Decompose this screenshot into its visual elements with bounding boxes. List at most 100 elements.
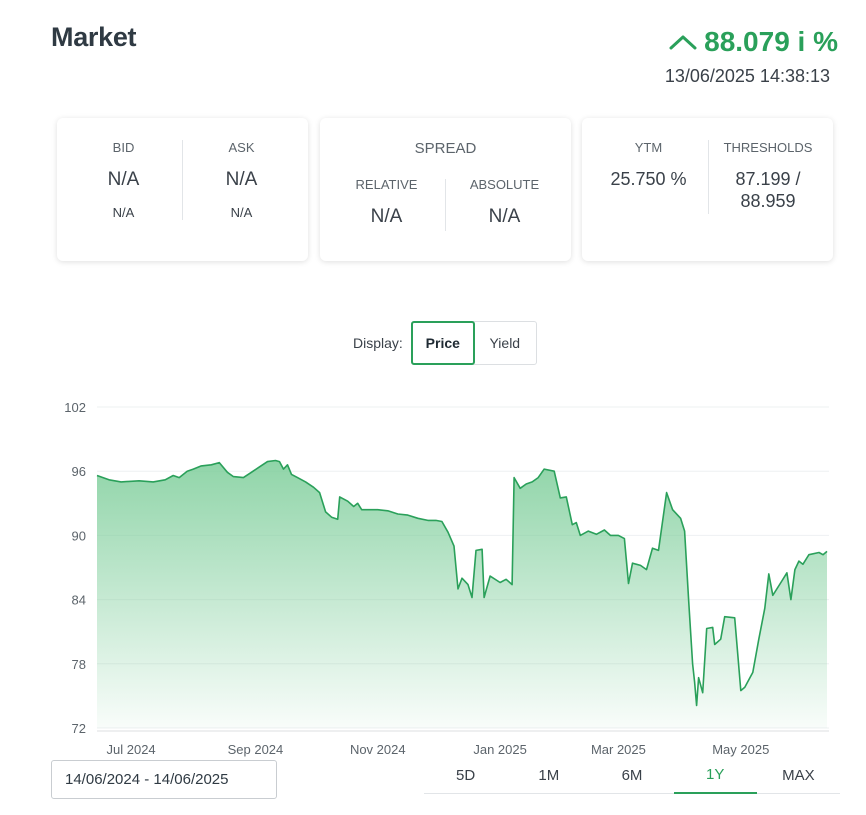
price-timestamp: 13/06/2025 14:38:13 — [664, 66, 830, 86]
data-point — [387, 510, 388, 511]
data-point — [680, 518, 681, 519]
current-price: 88.079 i % — [704, 26, 838, 57]
data-point — [447, 532, 448, 533]
y-tick-label: 84 — [72, 593, 86, 608]
data-point — [96, 475, 97, 476]
y-tick-label: 102 — [64, 400, 86, 415]
data-point — [790, 599, 791, 600]
data-point — [688, 599, 689, 600]
data-point — [744, 687, 745, 688]
data-point — [407, 514, 408, 515]
data-point — [604, 529, 605, 530]
x-tick-label: Sep 2024 — [228, 742, 284, 757]
data-point — [193, 468, 194, 469]
range-6m-button[interactable]: 6M — [621, 766, 643, 784]
range-selector: 5D 1M 6M 1Y MAX — [424, 757, 840, 794]
data-point — [291, 474, 292, 475]
data-point — [275, 460, 276, 461]
data-point — [640, 565, 641, 566]
data-point — [786, 572, 787, 573]
relative-value: N/A — [370, 206, 403, 227]
data-point — [211, 464, 212, 465]
data-point — [461, 578, 462, 579]
display-price-button[interactable]: Price — [410, 321, 475, 365]
data-point — [331, 517, 332, 518]
data-point — [780, 582, 781, 583]
data-point — [313, 487, 314, 488]
ytm-card: YTM 25.750 % THRESHOLDS 87.199 / 88.959 — [582, 118, 833, 261]
data-point — [576, 522, 577, 523]
data-point — [618, 535, 619, 536]
data-point — [758, 639, 759, 640]
data-point — [798, 560, 799, 561]
data-point — [684, 531, 685, 532]
data-point — [652, 548, 653, 549]
data-point — [435, 520, 436, 521]
range-5d-button[interactable]: 5D — [456, 766, 476, 784]
data-point — [283, 468, 284, 469]
data-point — [427, 520, 428, 521]
ask-value: N/A — [225, 169, 258, 190]
range-max-button[interactable]: MAX — [782, 766, 815, 784]
data-point — [417, 518, 418, 519]
thresholds-value-upper: 87.199 / — [735, 169, 801, 189]
x-axis: Jul 2024 Sep 2024 Nov 2024 Jan 2025 Mar 2025… — [107, 742, 770, 757]
y-tick-label: 90 — [72, 528, 86, 543]
data-point — [520, 488, 521, 489]
data-point — [696, 705, 697, 706]
data-point — [764, 608, 765, 609]
data-point — [752, 672, 753, 673]
data-point — [319, 492, 320, 493]
data-point — [153, 481, 154, 482]
data-point — [120, 481, 121, 482]
card-divider — [182, 140, 183, 220]
data-point — [802, 564, 803, 565]
data-point — [475, 550, 476, 551]
card-divider — [708, 140, 709, 214]
range-1m-button[interactable]: 1M — [538, 766, 560, 784]
data-point — [179, 477, 180, 478]
date-range-input[interactable]: 14/06/2024 - 14/06/2025 — [51, 760, 277, 799]
absolute-label: ABSOLUTE — [469, 177, 540, 192]
data-point — [489, 575, 490, 576]
price-area — [97, 460, 827, 728]
data-point — [201, 465, 202, 466]
data-point — [500, 582, 501, 583]
ask-sub-value: N/A — [230, 205, 253, 220]
data-point — [572, 524, 573, 525]
data-point — [692, 663, 693, 664]
spread-label: SPREAD — [414, 140, 477, 157]
data-point — [624, 538, 625, 539]
display-yield-button[interactable]: Yield — [489, 335, 521, 351]
data-point — [560, 497, 561, 498]
data-point — [610, 535, 611, 536]
chevron-up-icon — [669, 35, 697, 50]
data-point — [397, 513, 398, 514]
data-point — [457, 588, 458, 589]
data-point — [483, 597, 484, 598]
data-point — [538, 477, 539, 478]
data-point — [187, 471, 188, 472]
data-point — [139, 480, 140, 481]
y-tick-label: 78 — [72, 657, 86, 672]
data-point — [357, 503, 358, 504]
data-point — [297, 477, 298, 478]
data-point — [544, 468, 545, 469]
page-title: Market — [51, 22, 137, 52]
data-point — [694, 681, 695, 682]
display-toggle: Display: Price Yield — [353, 321, 537, 365]
data-point — [714, 644, 715, 645]
data-point — [580, 535, 581, 536]
data-point — [467, 584, 468, 585]
data-point — [287, 464, 288, 465]
data-point — [646, 569, 647, 570]
data-point — [165, 479, 166, 480]
data-point — [712, 627, 713, 628]
data-point — [632, 563, 633, 564]
price-chart[interactable]: 102 96 90 84 78 72 Jul 2024 Sep 2024 Nov 2024 Ja… — [0, 390, 866, 758]
spread-card: SPREAD RELATIVE N/A ABSOLUTE N/A — [320, 118, 571, 261]
x-tick-label: May 2025 — [712, 742, 769, 757]
data-point — [243, 477, 244, 478]
thresholds-value-lower: 88.959 — [740, 191, 796, 211]
range-1y-button[interactable]: 1Y — [673, 757, 757, 794]
